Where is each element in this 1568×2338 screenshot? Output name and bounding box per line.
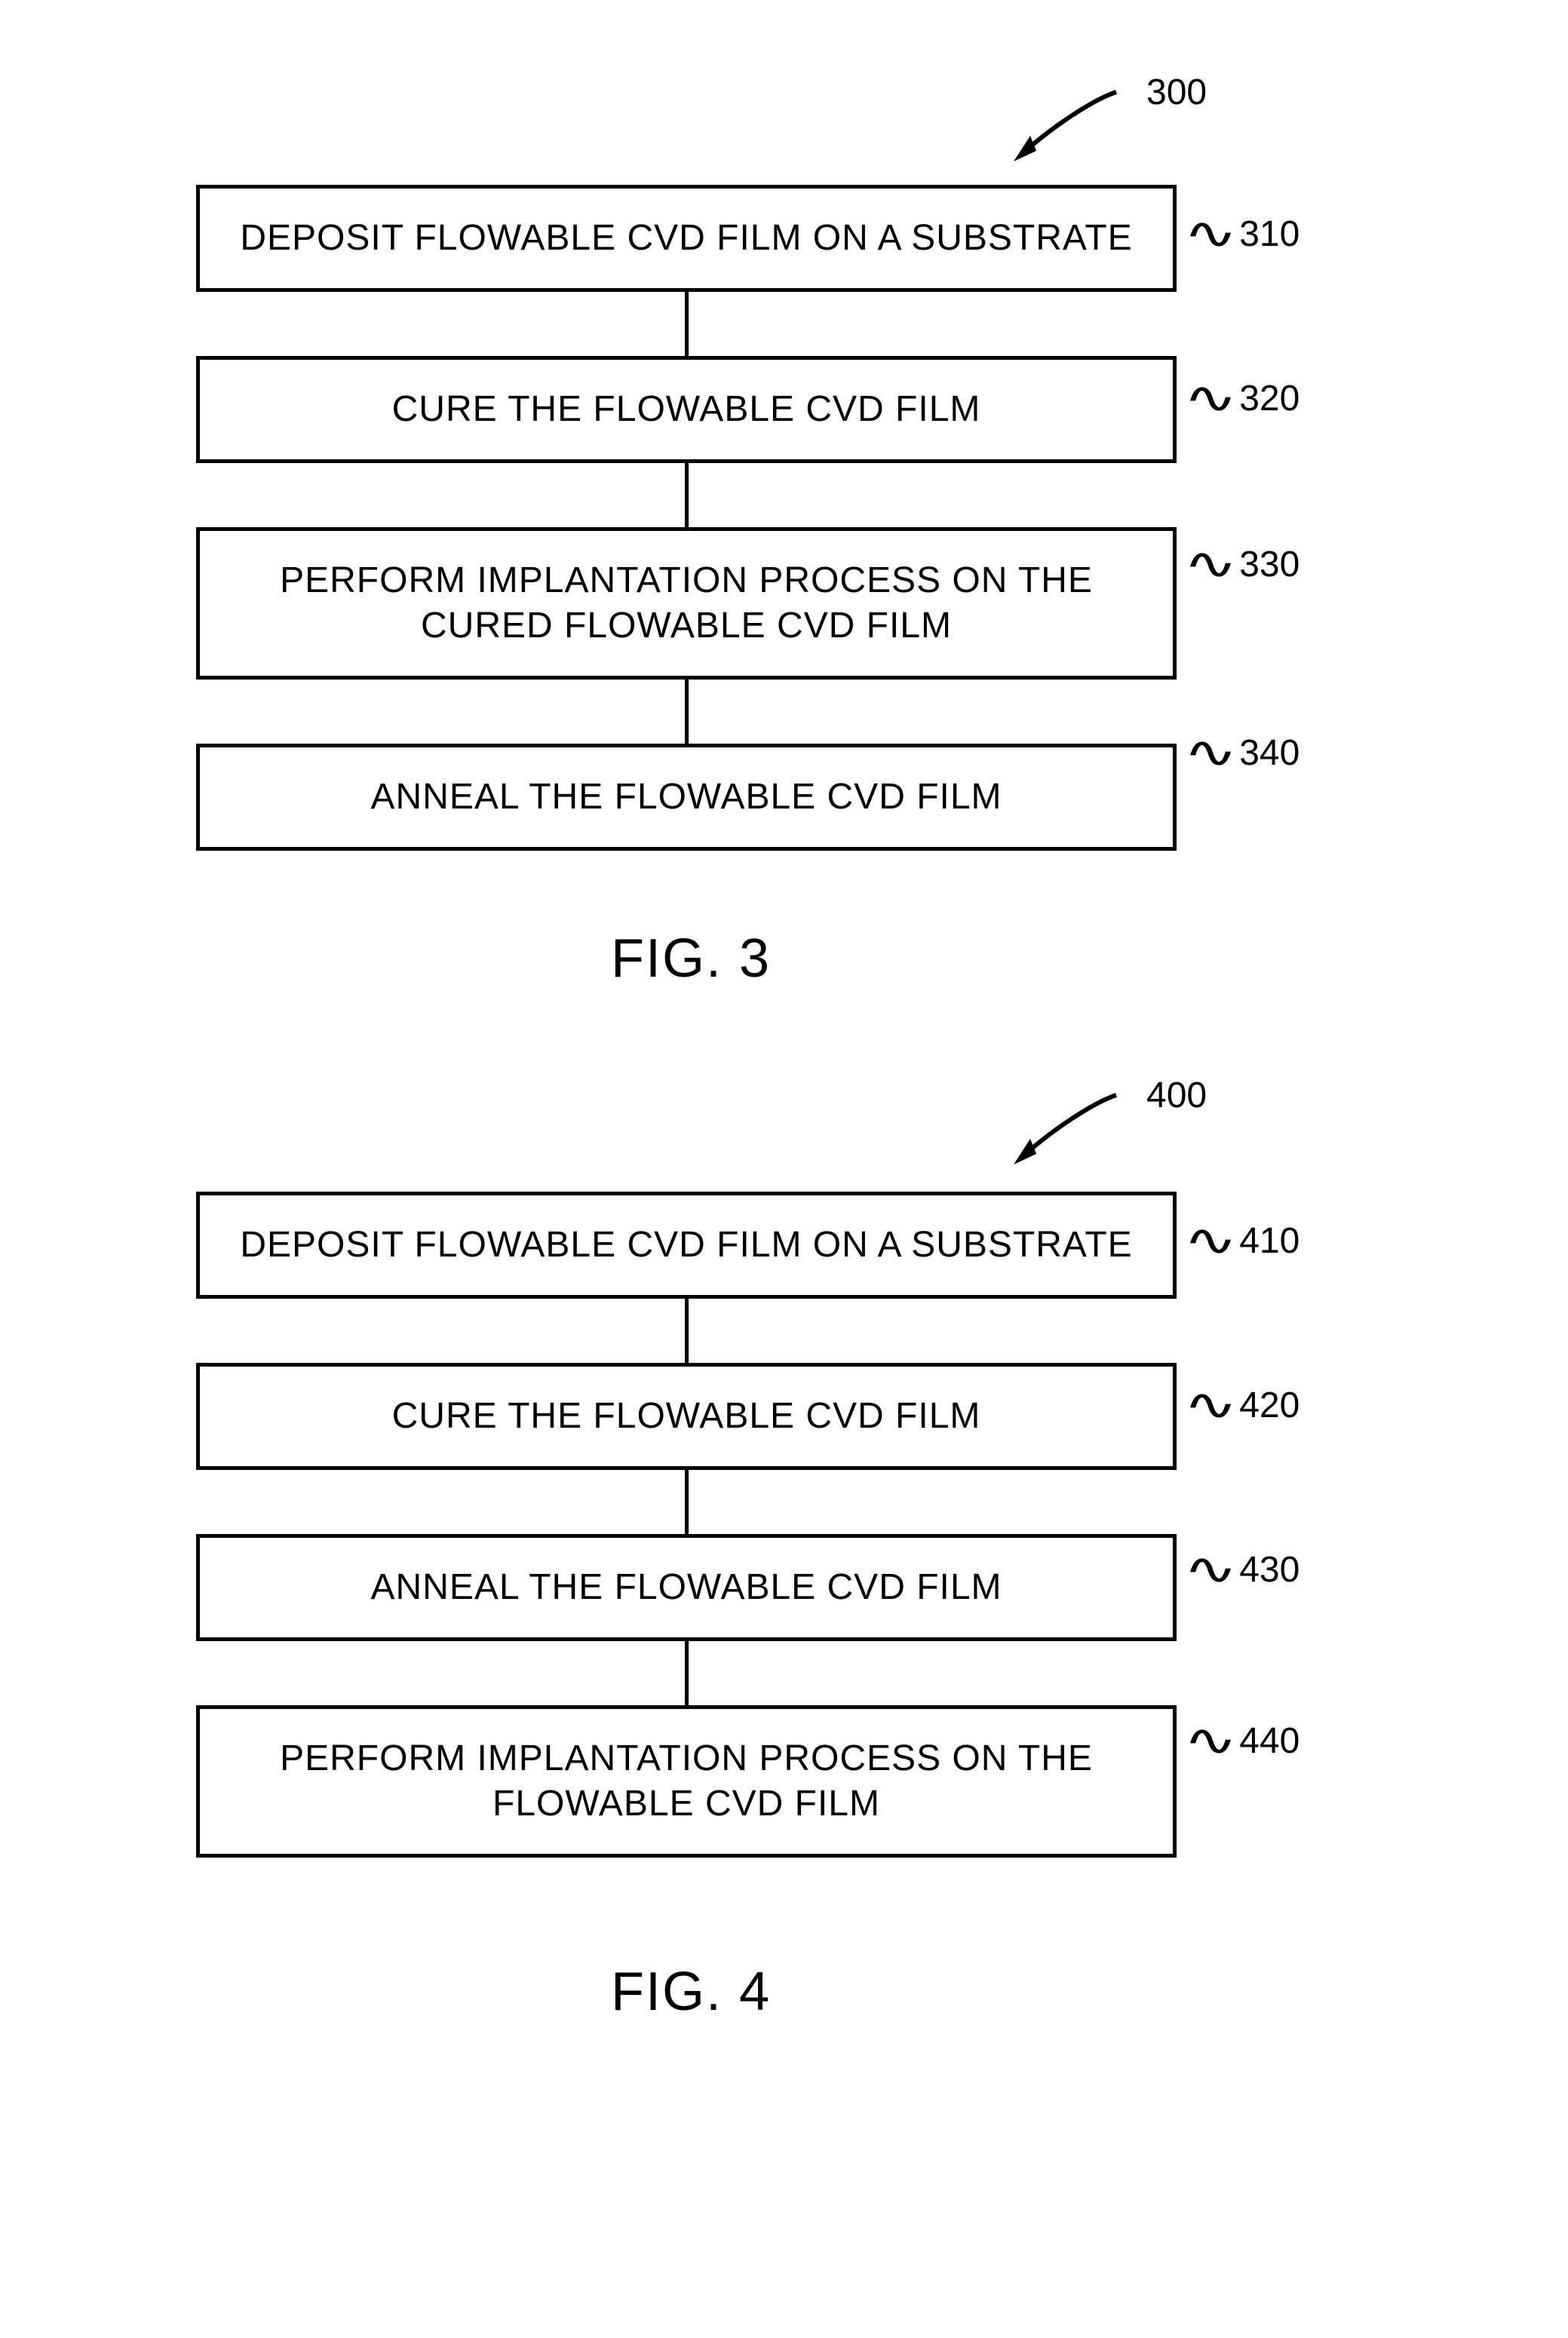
fig3-caption: FIG. 3 xyxy=(611,928,771,990)
tilde-icon: ∿ xyxy=(1183,727,1238,778)
fig3-connector-2 xyxy=(685,463,689,527)
fig3-ref-arrow xyxy=(1003,83,1131,166)
fig4-step-3-label: ∿ 430 xyxy=(1195,1548,1300,1591)
tilde-icon: ∿ xyxy=(1183,1379,1238,1430)
fig3-step-3-label-text: 330 xyxy=(1239,544,1300,585)
fig4-step-1-label-text: 410 xyxy=(1239,1220,1300,1262)
fig4-step-2-label-text: 420 xyxy=(1239,1385,1300,1426)
tilde-icon: ∿ xyxy=(1183,1544,1238,1594)
fig4-step-2-label: ∿ 420 xyxy=(1195,1384,1300,1426)
fig4-step-2-text: CURE THE FLOWABLE CVD FILM xyxy=(392,1394,981,1439)
tilde-icon: ∿ xyxy=(1183,373,1238,423)
fig3-flowchart: DEPOSIT FLOWABLE CVD FILM ON A SUBSTRATE… xyxy=(196,185,1177,851)
fig4-step-1-text: DEPOSIT FLOWABLE CVD FILM ON A SUBSTRATE xyxy=(240,1223,1132,1268)
fig4-connector-3 xyxy=(685,1641,689,1705)
fig4-caption: FIG. 4 xyxy=(611,1961,771,2023)
fig4-flowchart: DEPOSIT FLOWABLE CVD FILM ON A SUBSTRATE… xyxy=(196,1192,1177,1858)
fig3-step-3: PERFORM IMPLANTATION PROCESS ON THE CURE… xyxy=(196,527,1177,680)
fig3-connector-3 xyxy=(685,680,689,744)
fig3-step-3-label: ∿ 330 xyxy=(1195,543,1300,585)
tilde-icon: ∿ xyxy=(1183,1715,1238,1766)
fig3-step-2-label: ∿ 320 xyxy=(1195,377,1300,419)
fig4-step-4-label-text: 440 xyxy=(1239,1720,1300,1762)
fig4-step-3-label-text: 430 xyxy=(1239,1549,1300,1591)
fig3-step-4-label-text: 340 xyxy=(1239,732,1300,774)
fig4-step-1-label: ∿ 410 xyxy=(1195,1220,1300,1262)
fig4-step-4: PERFORM IMPLANTATION PROCESS ON THE FLOW… xyxy=(196,1705,1177,1858)
fig3-step-1: DEPOSIT FLOWABLE CVD FILM ON A SUBSTRATE xyxy=(196,185,1177,292)
fig3-step-1-label-text: 310 xyxy=(1239,213,1300,255)
page: 300 DEPOSIT FLOWABLE CVD FILM ON A SUBST… xyxy=(0,0,1568,2338)
fig4-ref-arrow xyxy=(1003,1086,1131,1169)
fig3-connector-1 xyxy=(685,292,689,356)
fig3-step-2-text: CURE THE FLOWABLE CVD FILM xyxy=(392,387,981,432)
fig3-step-4-text: ANNEAL THE FLOWABLE CVD FILM xyxy=(370,775,1002,820)
tilde-icon: ∿ xyxy=(1183,1215,1238,1266)
fig3-step-2-label-text: 320 xyxy=(1239,378,1300,419)
fig3-step-2: CURE THE FLOWABLE CVD FILM xyxy=(196,356,1177,463)
fig4-ref-number: 400 xyxy=(1146,1075,1207,1116)
tilde-icon: ∿ xyxy=(1183,538,1238,589)
fig4-connector-1 xyxy=(685,1299,689,1363)
fig3-step-4-label: ∿ 340 xyxy=(1195,732,1300,774)
fig4-step-1: DEPOSIT FLOWABLE CVD FILM ON A SUBSTRATE xyxy=(196,1192,1177,1299)
fig3-step-4: ANNEAL THE FLOWABLE CVD FILM xyxy=(196,744,1177,851)
fig4-connector-2 xyxy=(685,1470,689,1534)
fig3-step-1-text: DEPOSIT FLOWABLE CVD FILM ON A SUBSTRATE xyxy=(240,216,1132,261)
fig3-step-1-label: ∿ 310 xyxy=(1195,213,1300,255)
fig4-step-4-text: PERFORM IMPLANTATION PROCESS ON THE FLOW… xyxy=(222,1736,1150,1827)
tilde-icon: ∿ xyxy=(1183,208,1238,259)
fig3-step-3-text: PERFORM IMPLANTATION PROCESS ON THE CURE… xyxy=(222,558,1150,649)
fig4-step-3: ANNEAL THE FLOWABLE CVD FILM xyxy=(196,1534,1177,1641)
fig4-step-3-text: ANNEAL THE FLOWABLE CVD FILM xyxy=(370,1565,1002,1610)
fig4-step-4-label: ∿ 440 xyxy=(1195,1720,1300,1762)
fig4-step-2: CURE THE FLOWABLE CVD FILM xyxy=(196,1363,1177,1470)
fig3-ref-number: 300 xyxy=(1146,72,1207,113)
